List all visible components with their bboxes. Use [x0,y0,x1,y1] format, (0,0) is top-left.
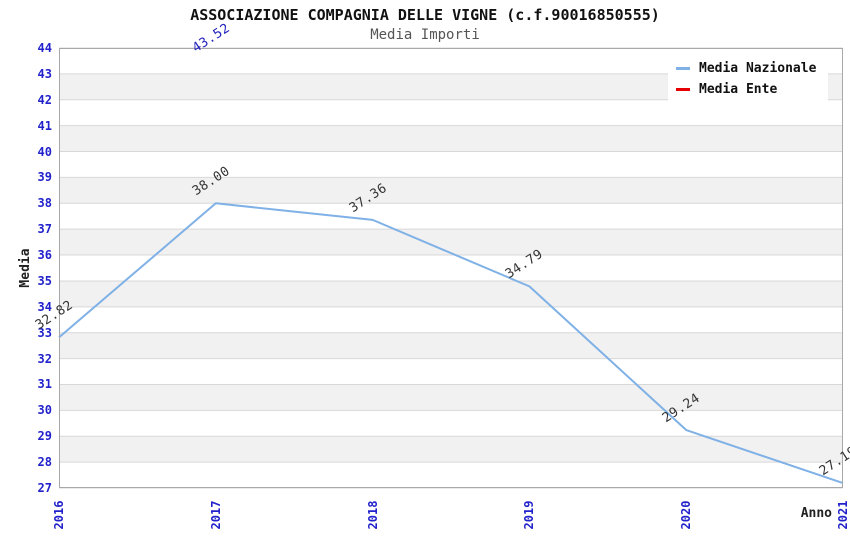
y-tick-label: 43 [37,66,52,81]
y-tick-label: 28 [37,455,52,470]
y-tick-label: 42 [37,92,52,107]
y-tick-label: 41 [37,118,52,133]
y-tick-label: 37 [37,222,52,237]
y-tick-label: 40 [37,144,52,159]
legend: Media Nazionale Media Ente [668,54,829,106]
y-tick-label: 29 [37,429,52,444]
series-lines [58,202,844,485]
y-tick-label: 27 [37,481,52,495]
x-axis-title: Anno [800,506,832,521]
series-line-media-nazionale [58,202,844,485]
y-tick-label: 39 [37,170,52,185]
x-tick-label: 2019 [522,500,537,530]
y-tick-label: 34 [37,299,52,314]
line-swatch-icon [676,88,690,91]
y-tick-label: 44 [37,41,52,55]
plot-area [58,47,844,489]
x-tick-label: 2016 [52,500,66,530]
y-tick-label: 38 [37,196,52,211]
y-tick-label: 32 [37,351,52,366]
gridlines [59,47,843,489]
y-axis-title: Media [18,248,33,288]
line-swatch-icon [676,67,690,70]
legend-item-media-nazionale: Media Nazionale [676,61,816,76]
background-bands [59,48,843,488]
y-tick-label: 31 [37,377,52,392]
x-tick-label: 2020 [679,500,694,530]
legend-label: Media Nazionale [699,61,817,76]
y-tick-label: 33 [37,325,52,340]
plot-border [59,48,843,488]
x-tick-label: 2018 [365,500,380,530]
y-tick-label: 30 [37,403,52,418]
legend-item-media-ente: Media Ente [676,82,816,97]
legend-label: Media Ente [699,82,778,97]
x-tick-label: 2017 [208,500,223,530]
y-tick-label: 36 [37,248,52,263]
chart-title: ASSOCIAZIONE COMPAGNIA DELLE VIGNE (c.f.… [190,6,660,24]
y-tick-label: 35 [37,273,52,288]
chart-subtitle: Media Importi [370,27,480,43]
x-tick-label: 2021 [836,500,850,530]
